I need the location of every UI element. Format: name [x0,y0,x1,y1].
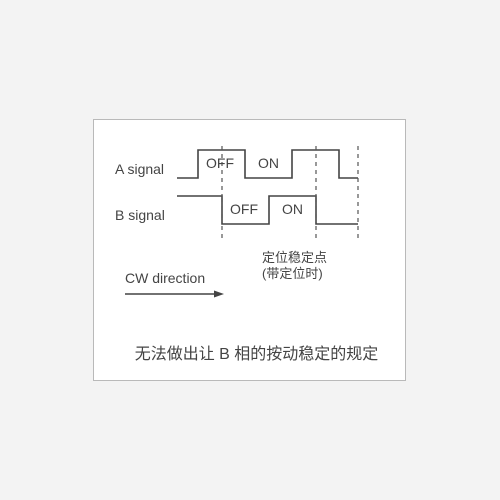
detent-note: 定位稳定点 (带定位时) [262,250,327,283]
a-signal-label: A signal [115,161,164,177]
a-off-label: OFF [206,155,234,171]
bottom-caption: 无法做出让 B 相的按动稳定的规定 [110,340,403,364]
b-on-label: ON [282,201,303,217]
timing-diagram-svg [0,0,500,500]
cw-direction-label: CW direction [125,270,205,286]
b-off-label: OFF [230,201,258,217]
detent-note-line2: (带定位时) [262,266,327,282]
b-signal-label: B signal [115,207,165,223]
a-on-label: ON [258,155,279,171]
detent-note-line1: 定位稳定点 [262,250,327,266]
